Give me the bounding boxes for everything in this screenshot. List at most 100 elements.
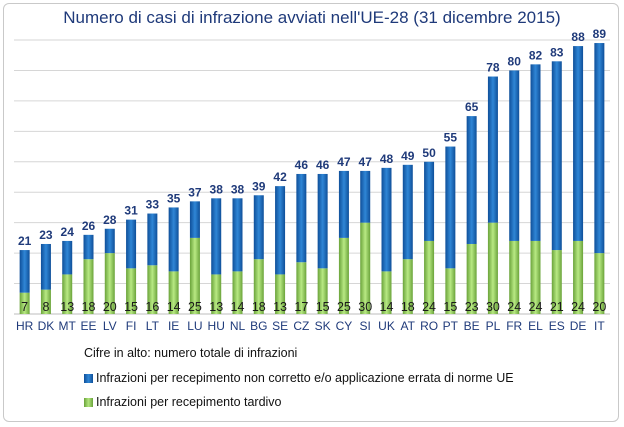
late-label-AT: 18 xyxy=(401,300,415,314)
x-tick-label-MT: MT xyxy=(59,319,77,333)
bar-late-LT xyxy=(147,265,158,314)
late-label-FI: 15 xyxy=(124,300,138,314)
total-label-DK: 23 xyxy=(39,228,53,242)
bar-base-HU xyxy=(211,198,222,275)
bar-late-EE xyxy=(83,259,94,314)
x-tick-label-DE: DE xyxy=(570,319,587,333)
late-label-DE: 24 xyxy=(571,300,585,314)
x-tick-label-ES: ES xyxy=(549,319,565,333)
total-label-FR: 80 xyxy=(508,54,522,68)
bar-base-BG xyxy=(253,195,264,260)
bar-late-EL xyxy=(530,240,541,314)
total-label-ES: 83 xyxy=(550,45,564,59)
total-label-LU: 37 xyxy=(188,185,202,199)
late-label-ES: 21 xyxy=(550,300,564,314)
total-label-SI: 47 xyxy=(359,155,373,169)
bar-late-IT xyxy=(594,253,605,314)
bar-base-CZ xyxy=(296,173,307,263)
x-tick-label-SK: SK xyxy=(315,319,331,333)
late-label-IE: 14 xyxy=(167,300,181,314)
chart-note: Cifre in alto: numero totale di infrazio… xyxy=(84,346,298,360)
bar-late-BE xyxy=(466,243,477,314)
late-label-LV: 20 xyxy=(103,300,117,314)
bar-late-CZ xyxy=(296,262,307,314)
bar-late-BG xyxy=(253,259,264,314)
bar-late-DK xyxy=(40,289,51,314)
bar-base-AT xyxy=(402,164,413,260)
bar-late-SE xyxy=(275,274,286,314)
x-tick-label-SE: SE xyxy=(272,319,288,333)
total-label-NL: 38 xyxy=(231,182,245,196)
late-label-CZ: 17 xyxy=(294,300,308,314)
x-tick-label-CY: CY xyxy=(336,319,353,333)
bar-base-EL xyxy=(530,64,541,241)
legend-label-late: Infrazioni per recepimento tardivo xyxy=(96,395,282,409)
bar-base-BE xyxy=(466,116,477,244)
bar-late-UK xyxy=(381,271,392,314)
x-tick-label-LU: LU xyxy=(187,319,202,333)
total-label-HR: 21 xyxy=(18,234,32,248)
bar-base-SE xyxy=(275,186,286,275)
x-tick-label-LT: LT xyxy=(146,319,160,333)
x-tick-label-PL: PL xyxy=(486,319,501,333)
late-label-LU: 25 xyxy=(188,300,202,314)
x-tick-label-BG: BG xyxy=(250,319,267,333)
bar-late-FR xyxy=(509,240,520,314)
bar-base-FI xyxy=(126,219,137,269)
x-tick-label-HU: HU xyxy=(208,319,225,333)
total-label-LV: 28 xyxy=(103,213,117,227)
total-label-EE: 26 xyxy=(82,219,96,233)
late-label-SI: 30 xyxy=(358,300,372,314)
bar-late-NL xyxy=(232,271,243,314)
bar-late-SI xyxy=(360,222,371,314)
late-label-PT: 15 xyxy=(443,300,457,314)
total-label-BE: 65 xyxy=(465,100,479,114)
total-label-UK: 48 xyxy=(380,152,394,166)
x-tick-label-RO: RO xyxy=(420,319,438,333)
legend-item-total: Infrazioni per recepimento non corretto … xyxy=(84,371,514,385)
bar-base-SI xyxy=(360,170,371,223)
bar-base-RO xyxy=(424,161,435,241)
bar-late-LV xyxy=(104,253,115,314)
x-tick-label-IT: IT xyxy=(594,319,605,333)
total-label-RO: 50 xyxy=(422,146,436,160)
x-tick-label-IE: IE xyxy=(168,319,179,333)
bar-late-HR xyxy=(19,292,30,314)
bar-base-IE xyxy=(168,207,179,272)
x-tick-label-FR: FR xyxy=(506,319,522,333)
bar-base-DK xyxy=(40,243,51,290)
late-label-HU: 13 xyxy=(209,300,223,314)
late-label-MT: 13 xyxy=(60,300,74,314)
total-label-CY: 47 xyxy=(337,155,351,169)
legend-item-late: Infrazioni per recepimento tardivo xyxy=(84,395,282,409)
bar-base-LV xyxy=(104,228,115,254)
legend-label-total: Infrazioni per recepimento non corretto … xyxy=(96,371,514,385)
x-tick-label-NL: NL xyxy=(230,319,246,333)
bar-base-MT xyxy=(62,240,73,275)
x-tick-label-EE: EE xyxy=(80,319,96,333)
bar-base-IT xyxy=(594,43,605,254)
late-label-DK: 8 xyxy=(42,300,49,314)
total-label-FI: 31 xyxy=(124,204,138,218)
late-label-EE: 18 xyxy=(82,300,96,314)
total-label-MT: 24 xyxy=(61,225,75,239)
late-label-BE: 23 xyxy=(465,300,479,314)
x-tick-label-BE: BE xyxy=(464,319,480,333)
bar-base-SK xyxy=(317,173,328,269)
bar-late-CY xyxy=(338,237,349,314)
x-tick-label-SI: SI xyxy=(360,319,371,333)
late-label-CY: 25 xyxy=(337,300,351,314)
late-label-SK: 15 xyxy=(316,300,330,314)
x-tick-label-CZ: CZ xyxy=(293,319,309,333)
late-label-IT: 20 xyxy=(592,300,606,314)
bar-late-LU xyxy=(189,237,200,314)
bar-base-UK xyxy=(381,167,392,272)
bar-base-ES xyxy=(551,61,562,251)
total-label-SE: 42 xyxy=(273,170,287,184)
total-label-LT: 33 xyxy=(146,198,160,212)
x-tick-label-FI: FI xyxy=(126,319,137,333)
bar-late-AT xyxy=(402,259,413,314)
late-label-EL: 24 xyxy=(529,300,543,314)
total-label-EL: 82 xyxy=(529,48,543,62)
x-tick-label-EL: EL xyxy=(528,319,543,333)
